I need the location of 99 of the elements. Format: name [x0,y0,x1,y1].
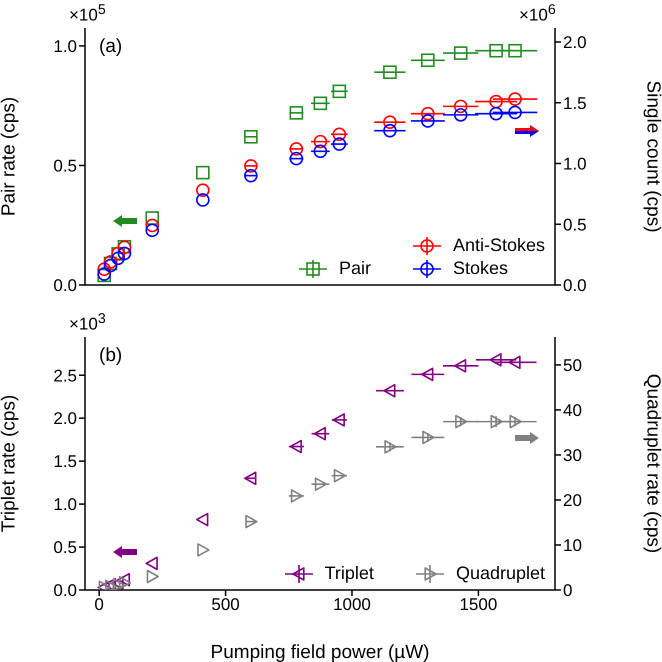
y2-tick-label: 0 [563,581,572,600]
x-axis-title: Pumping field power (µW) [210,642,430,662]
point [97,262,112,276]
x-tick-label: 1500 [459,595,498,614]
point [454,358,466,373]
y2-tick-label: 2.0 [563,33,587,52]
text: ×10$^{6}$ [519,2,556,26]
point [383,384,396,398]
point [508,106,522,120]
point [454,108,468,122]
point [111,251,125,266]
x-tick-label: 1000 [333,595,371,614]
point [290,106,304,120]
legend-label: Triplet [324,563,374,584]
point [421,114,435,128]
point [489,106,503,120]
point [118,576,132,590]
y-tick-label: 2.5 [53,366,77,386]
point [383,115,397,129]
point [118,246,132,260]
point [290,440,302,454]
x-tick-label: 500 [211,595,240,614]
point [384,440,397,454]
point [196,183,210,198]
x-tick-label: 0 [94,595,104,614]
y2-tick-label: 20 [563,491,582,510]
point [455,414,468,428]
point [145,218,160,232]
point [146,570,160,584]
point [421,53,435,68]
point [454,100,468,114]
chart-title: (a) [99,36,122,58]
point [196,512,208,526]
y2-axis-title: Single count (cps) [642,80,662,233]
point [196,193,210,207]
point [332,137,346,151]
point [332,128,346,142]
y2-tick-label: 30 [563,446,582,465]
point [509,414,522,428]
point [145,556,158,570]
text: ×10$^{5}$ [69,2,106,26]
point [332,413,345,427]
y2-tick-label: 50 [563,356,582,375]
legend-label: Anti-Stokes [452,235,545,256]
legend-label: Quadruplet [456,563,545,584]
point [508,356,521,370]
y-tick-label: 0.5 [53,156,77,176]
point [314,144,328,158]
y-tick-label: 1.0 [53,495,77,514]
legend-label: Pair [338,258,371,279]
y2-tick-label: 0.0 [563,276,587,296]
point [314,134,328,148]
point [454,46,468,60]
point [118,572,130,586]
chart-title: (b) [99,345,122,367]
point [244,159,258,173]
y-tick-label: 0.5 [53,538,77,558]
point [145,224,160,238]
y2-tick-label: 10 [563,536,582,556]
point [489,352,502,367]
point [196,166,210,180]
point [244,472,256,486]
point [290,489,304,503]
point [314,96,328,110]
point [314,477,328,492]
point [422,430,435,444]
point [489,94,503,108]
point [145,211,160,225]
point [314,426,326,440]
text: ×10$^{3}$ [69,311,106,335]
y2-tick-label: 40 [563,400,582,420]
y2-tick-label: 1.5 [563,94,587,113]
point [332,84,346,98]
y-axis-title: Pair rate (cps) [0,96,20,216]
y-tick-label: 2.0 [53,409,77,428]
point [383,124,397,138]
point [508,92,522,106]
point [508,44,522,58]
y2-tick-label: 1.0 [563,154,587,174]
point [383,65,397,80]
point [290,142,304,156]
point [197,543,210,557]
point [334,468,346,482]
legend-label: Stokes [452,258,508,279]
point [244,168,258,182]
y-tick-label: 1.5 [53,452,77,472]
point [490,414,503,428]
point [421,368,434,382]
y-tick-label: 0.0 [53,581,77,600]
point [489,44,503,58]
point [421,106,435,120]
point [244,130,258,144]
y-axis-title: Triplet rate (cps) [0,394,20,532]
point [245,514,258,528]
y2-tick-label: 0.5 [563,215,587,234]
y2-axis-title: Quadruplet rate (cps) [642,374,662,554]
point [290,152,304,166]
y-tick-label: 1.0 [53,36,77,56]
y-tick-label: 0.0 [53,276,77,296]
